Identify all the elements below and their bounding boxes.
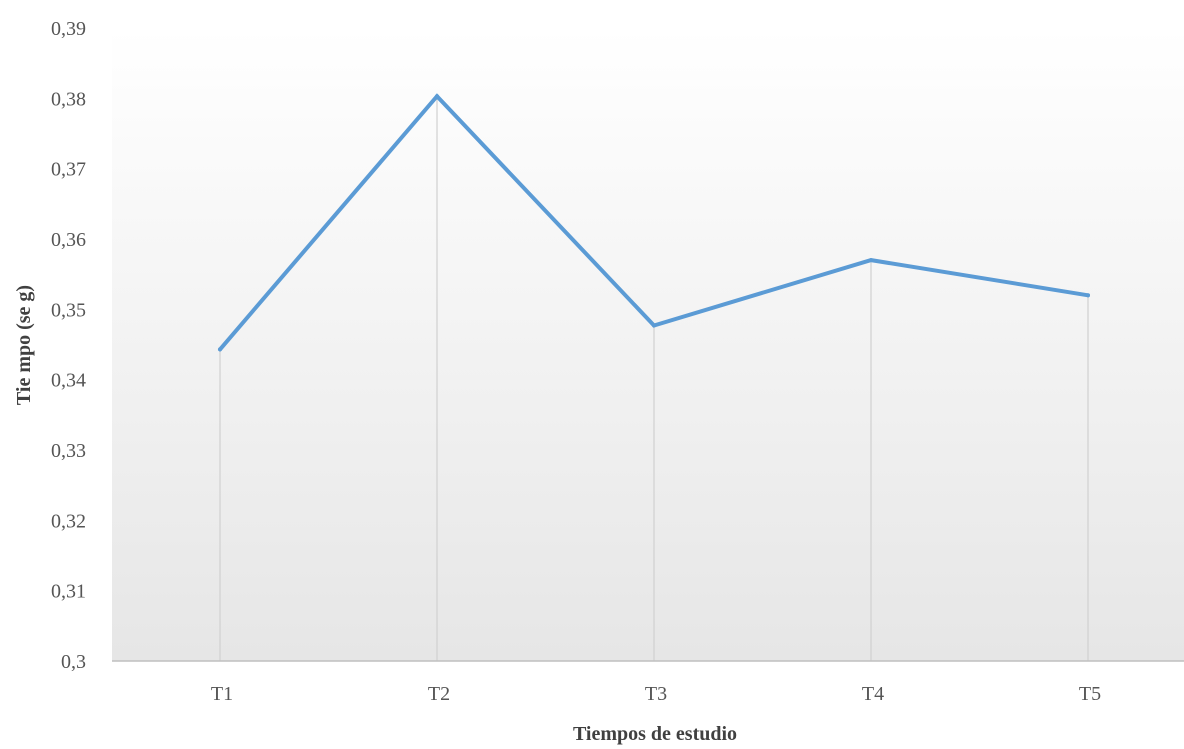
y-tick-label: 0,31	[51, 581, 86, 603]
x-tick-label: T1	[211, 683, 233, 705]
y-tick-label: 0,3	[61, 651, 86, 673]
data-point	[435, 94, 439, 99]
x-axis-title: Tiempos de estudio	[573, 723, 737, 745]
x-tick-label: T5	[1079, 683, 1101, 705]
x-tick-label: T3	[645, 683, 667, 705]
y-tick-label: 0,39	[51, 18, 86, 40]
x-tick-label: T2	[428, 683, 450, 705]
y-tick-label: 0,37	[51, 159, 86, 181]
data-point	[1086, 293, 1090, 298]
y-tick-label: 0,38	[51, 88, 86, 110]
y-tick-label: 0,34	[51, 370, 86, 392]
data-point	[869, 258, 873, 263]
x-tick-label: T4	[862, 683, 884, 705]
y-tick-label: 0,32	[51, 510, 86, 532]
y-tick-label: 0,35	[51, 299, 86, 321]
data-point	[652, 323, 656, 328]
y-axis-title: Tie mpo (se g)	[13, 285, 35, 405]
y-tick-label: 0,36	[51, 229, 86, 251]
data-point	[218, 347, 222, 352]
plot-area	[112, 28, 1184, 661]
y-tick-label: 0,33	[51, 440, 86, 462]
